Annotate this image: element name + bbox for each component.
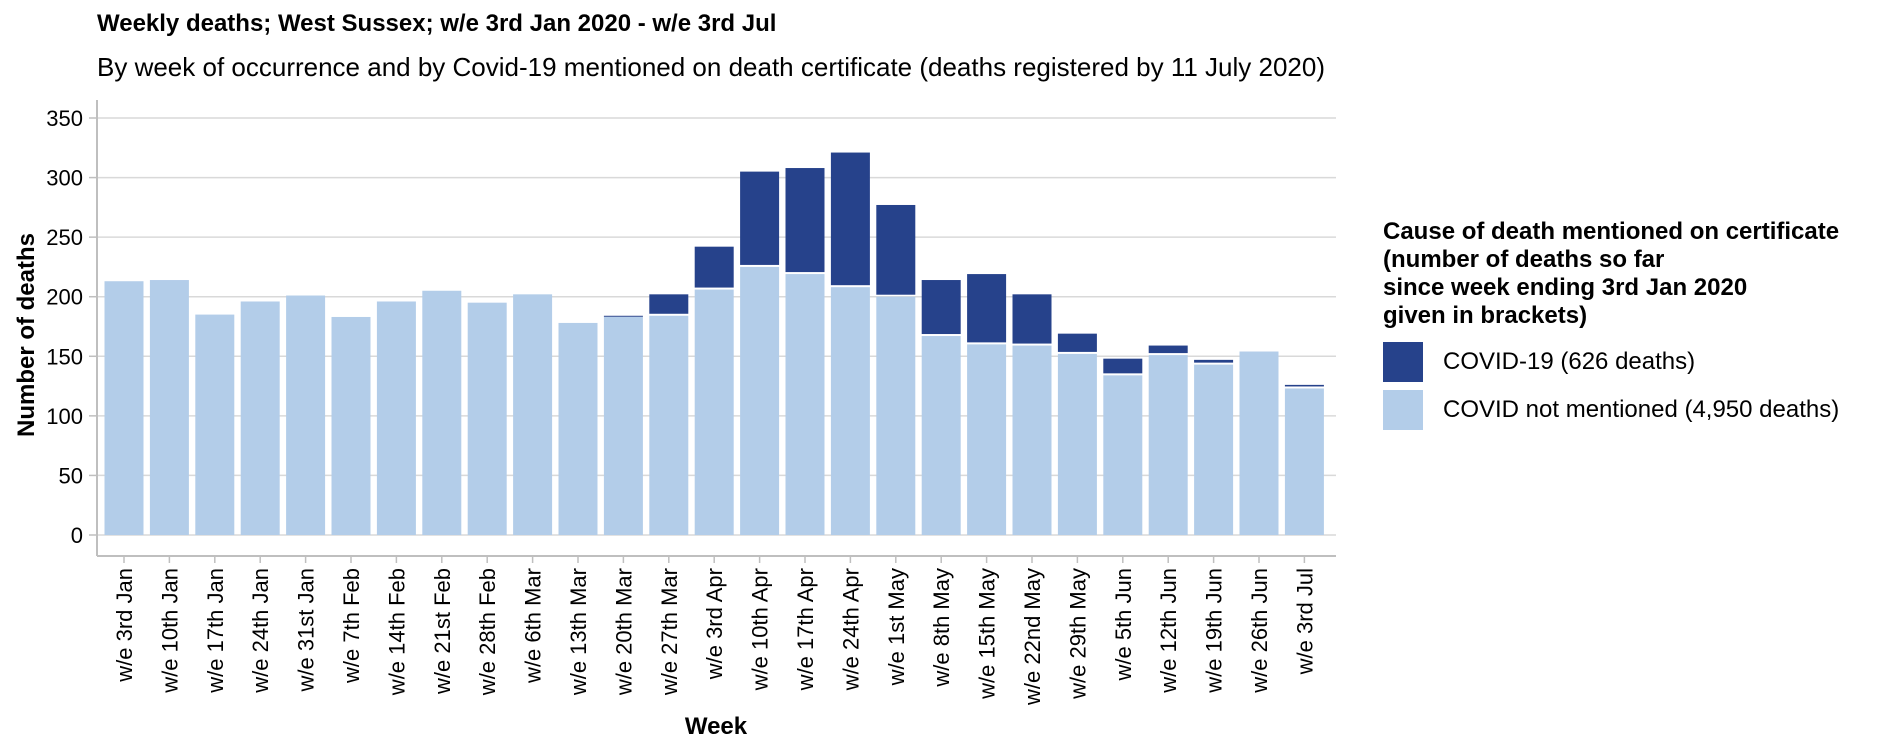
x-tick-label: w/e 22nd May	[1020, 568, 1045, 706]
x-tick-label: w/e 26th Jun	[1247, 568, 1272, 694]
bar-not-covid	[467, 302, 507, 535]
x-tick-label: w/e 3rd Jan	[112, 568, 137, 683]
x-tick-label: w/e 3rd Apr	[702, 568, 727, 680]
x-tick-label: w/e 17th Apr	[793, 568, 818, 691]
legend-item-covid: COVID-19 (626 deaths)	[1383, 338, 1839, 386]
legend-items: COVID-19 (626 deaths) COVID not mentione…	[1383, 338, 1839, 434]
bar-not-covid	[1239, 351, 1279, 535]
bar-covid	[1103, 358, 1143, 374]
bar-not-covid	[195, 314, 235, 535]
y-tick-label: 50	[59, 463, 83, 488]
x-axis-title: Week	[685, 713, 748, 740]
bar-not-covid	[1284, 388, 1324, 535]
y-tick-label: 300	[46, 166, 83, 191]
x-tick-label: w/e 10th Apr	[748, 568, 773, 691]
x-tick-label: w/e 19th Jun	[1202, 568, 1227, 694]
bar-not-covid	[240, 301, 280, 535]
bar-covid	[740, 171, 780, 265]
bar-covid	[1284, 384, 1324, 387]
x-tick-label: w/e 12th Jun	[1156, 568, 1181, 694]
bar-covid	[1148, 345, 1188, 354]
bar-not-covid	[740, 266, 780, 535]
x-tick-label: w/e 29th May	[1065, 568, 1090, 700]
y-tick-label: 350	[46, 106, 83, 131]
bar-not-covid	[921, 336, 961, 535]
x-tick-label: w/e 21st Feb	[430, 568, 455, 695]
bar-not-covid	[422, 290, 462, 535]
x-tick-label: w/e 1st May	[884, 568, 909, 686]
bar-covid	[603, 315, 643, 317]
bar-not-covid	[694, 289, 734, 535]
x-tick-label: w/e 31st Jan	[294, 568, 319, 693]
x-tick-label: w/e 10th Jan	[157, 568, 182, 694]
bar-not-covid	[376, 301, 416, 535]
bar-not-covid	[1012, 345, 1052, 535]
x-tick-label: w/e 15th May	[975, 568, 1000, 700]
legend-label-covid: COVID-19 (626 deaths)	[1443, 348, 1696, 375]
bar-not-covid	[1148, 355, 1188, 535]
bar-not-covid	[785, 274, 825, 535]
legend-title: Cause of death mentioned on certificate …	[1383, 218, 1840, 329]
y-tick-label: 0	[71, 523, 83, 548]
bar-covid	[876, 204, 916, 295]
bar-covid	[694, 246, 734, 288]
bar-covid	[1194, 359, 1234, 363]
x-tick-label: w/e 24th Jan	[248, 568, 273, 694]
bar-not-covid	[1194, 364, 1234, 535]
bar-covid	[1057, 333, 1097, 352]
y-tick-labels: 0 50 100 150 200 250 300 350	[46, 106, 97, 548]
y-tick-label: 250	[46, 225, 83, 250]
x-tick-label: w/e 14th Feb	[384, 568, 409, 696]
bar-not-covid	[104, 281, 144, 535]
x-tick-label: w/e 28th Feb	[475, 568, 500, 696]
chart-subtitle: By week of occurrence and by Covid-19 me…	[97, 52, 1325, 82]
bar-covid	[967, 274, 1007, 343]
legend: Cause of death mentioned on certificate …	[1383, 218, 1839, 434]
x-tick-label: w/e 17th Jan	[203, 568, 228, 694]
bar-covid	[830, 152, 870, 286]
y-axis-title: Number of deaths	[13, 233, 40, 437]
bar-covid	[921, 280, 961, 335]
bar-not-covid	[967, 344, 1007, 535]
axes	[96, 100, 1336, 557]
x-tick-label: w/e 7th Feb	[339, 568, 364, 684]
bar-not-covid	[1057, 353, 1097, 535]
x-tick-label: w/e 5th Jun	[1111, 568, 1136, 682]
x-tick-label: w/e 13th Mar	[566, 568, 591, 696]
x-tick-label: w/e 24th Apr	[838, 568, 863, 691]
bar-not-covid	[286, 295, 326, 535]
legend-swatch-not-covid	[1383, 390, 1423, 430]
y-tick-label: 150	[46, 344, 83, 369]
x-tick-labels: w/e 3rd Jan w/e 10th Jan w/e 17th Jan w/e 2…	[112, 556, 1317, 706]
legend-item-not-covid: COVID not mentioned (4,950 deaths)	[1383, 386, 1839, 434]
bar-not-covid	[513, 294, 553, 535]
x-tick-label: w/e 3rd Jul	[1292, 568, 1317, 675]
bar-covid	[785, 168, 825, 273]
y-tick-label: 200	[46, 285, 83, 310]
bar-covid	[649, 294, 689, 314]
x-tick-label: w/e 8th May	[929, 568, 954, 688]
bar-not-covid	[649, 315, 689, 535]
x-tick-label: w/e 20th Mar	[611, 568, 636, 696]
legend-swatch-covid	[1383, 342, 1423, 382]
bar-not-covid	[1103, 375, 1143, 535]
bar-not-covid	[558, 322, 598, 535]
bar-not-covid	[603, 316, 643, 535]
bar-covid	[1012, 294, 1052, 344]
legend-label-not-covid: COVID not mentioned (4,950 deaths)	[1443, 396, 1840, 423]
bar-not-covid	[331, 316, 371, 535]
bar-not-covid	[149, 280, 189, 535]
bar-not-covid	[876, 296, 916, 535]
x-tick-label: w/e 27th Mar	[657, 568, 682, 696]
chart-title: Weekly deaths; West Sussex; w/e 3rd Jan …	[97, 10, 777, 37]
bar-not-covid	[830, 287, 870, 535]
y-tick-label: 100	[46, 404, 83, 429]
x-tick-label: w/e 6th Mar	[521, 568, 546, 684]
bars	[104, 152, 1324, 535]
